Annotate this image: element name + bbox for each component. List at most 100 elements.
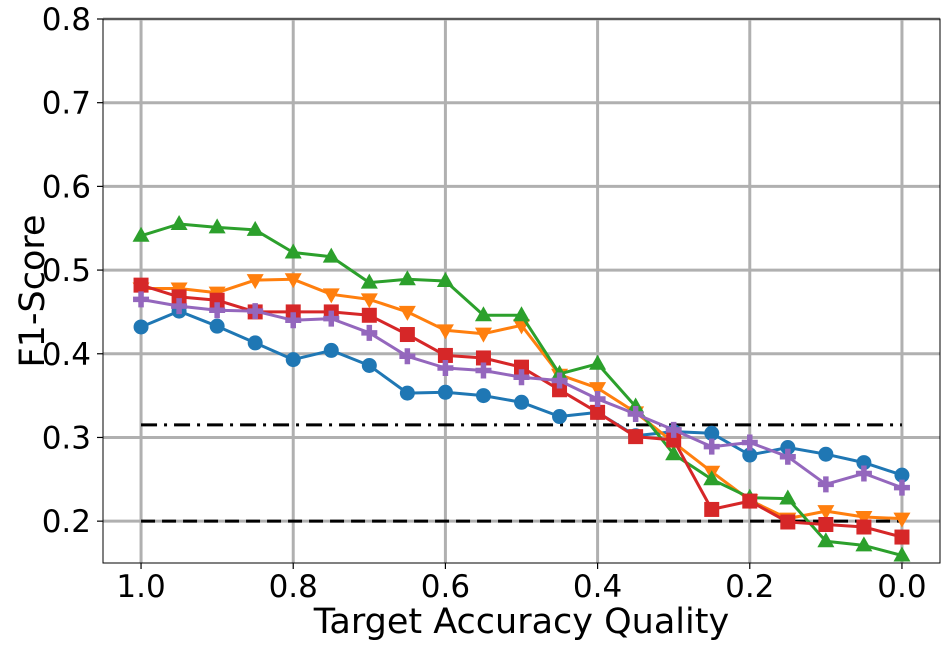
x-tick-label: 0.6 xyxy=(421,569,470,605)
data-point xyxy=(361,357,377,373)
data-point xyxy=(361,307,377,323)
data-point xyxy=(589,354,607,370)
data-point xyxy=(894,467,910,483)
data-point xyxy=(360,293,378,309)
data-point xyxy=(779,489,797,505)
data-point xyxy=(893,512,911,528)
data-point xyxy=(437,384,453,400)
y-tick-label: 0.4 xyxy=(42,337,91,373)
data-point xyxy=(323,342,339,358)
data-point xyxy=(551,372,568,389)
data-point xyxy=(284,243,302,259)
data-point xyxy=(398,305,416,321)
x-tick-label: 0.2 xyxy=(725,569,774,605)
data-point xyxy=(399,348,416,365)
series-plus xyxy=(133,291,910,496)
data-point xyxy=(399,327,415,343)
data-point xyxy=(818,446,834,462)
data-point xyxy=(475,388,491,404)
data-point xyxy=(552,409,568,425)
data-point xyxy=(399,385,415,401)
data-point xyxy=(894,529,910,545)
data-point xyxy=(666,432,682,448)
data-point xyxy=(703,438,720,455)
y-axis-title: F1-Score xyxy=(13,214,53,367)
data-point xyxy=(285,312,302,329)
data-point xyxy=(855,536,873,552)
y-tick-label: 0.5 xyxy=(42,253,91,289)
data-point xyxy=(246,274,264,290)
data-point xyxy=(132,226,150,242)
data-point xyxy=(589,382,607,398)
data-point xyxy=(133,319,149,335)
data-point xyxy=(704,425,720,441)
y-tick-label: 0.8 xyxy=(42,2,91,38)
series-triangle-up xyxy=(132,215,911,562)
data-point xyxy=(247,335,263,351)
data-point xyxy=(360,273,378,289)
data-point xyxy=(856,455,872,471)
series-group xyxy=(132,215,911,562)
data-point xyxy=(589,390,606,407)
x-tick-label: 0.8 xyxy=(269,569,318,605)
data-point xyxy=(742,493,758,509)
data-point xyxy=(171,298,188,315)
data-point xyxy=(856,519,872,535)
data-point xyxy=(818,517,834,533)
data-point xyxy=(513,306,530,322)
data-point xyxy=(208,218,226,234)
y-tick-label: 0.7 xyxy=(42,86,91,122)
data-point xyxy=(436,271,454,287)
data-point xyxy=(893,546,911,562)
data-point xyxy=(285,304,301,320)
data-point xyxy=(361,324,378,341)
data-point xyxy=(475,362,492,379)
y-axis-ticks: 0.2 0.3 0.4 0.5 0.6 0.7 0.8 xyxy=(42,2,103,540)
data-point xyxy=(855,465,872,482)
data-point xyxy=(514,359,529,375)
data-point xyxy=(475,350,491,366)
data-point xyxy=(590,404,606,420)
y-tick-label: 0.6 xyxy=(42,169,91,205)
data-point xyxy=(474,306,492,322)
data-point xyxy=(742,447,758,463)
x-tick-label: 0.4 xyxy=(573,569,622,605)
data-point xyxy=(246,220,264,236)
data-point xyxy=(665,445,683,461)
data-point xyxy=(703,470,721,486)
data-point xyxy=(171,289,187,305)
x-axis-ticks: 1.0 0.8 0.6 0.4 0.2 0.0 xyxy=(116,563,927,605)
reference-lines xyxy=(141,423,902,523)
data-point xyxy=(741,434,758,451)
data-point xyxy=(437,347,453,363)
data-point xyxy=(514,394,529,410)
data-point xyxy=(170,215,188,231)
data-point xyxy=(551,364,569,380)
series-line xyxy=(140,222,903,557)
data-point xyxy=(474,327,492,343)
data-point xyxy=(817,532,835,548)
plot-area-frame xyxy=(102,18,941,564)
data-point xyxy=(436,324,454,340)
data-point xyxy=(437,359,454,376)
data-point xyxy=(323,310,340,327)
data-point xyxy=(628,429,644,445)
x-axis-title: Target Accuracy Quality xyxy=(313,602,729,642)
x-tick-label: 0.0 xyxy=(877,569,926,605)
data-point xyxy=(247,303,264,320)
data-point xyxy=(780,514,796,530)
data-point xyxy=(552,382,568,398)
x-tick-label: 1.0 xyxy=(116,569,165,605)
data-point xyxy=(398,270,416,286)
y-tick-label: 0.2 xyxy=(42,504,91,540)
series-square xyxy=(133,277,910,545)
data-point xyxy=(665,421,682,438)
data-point xyxy=(817,476,834,493)
data-point xyxy=(893,479,910,496)
data-point xyxy=(627,406,644,423)
data-point xyxy=(133,277,149,293)
data-point xyxy=(817,505,835,521)
data-point xyxy=(209,302,226,319)
data-point xyxy=(780,440,796,456)
data-point xyxy=(704,501,720,517)
